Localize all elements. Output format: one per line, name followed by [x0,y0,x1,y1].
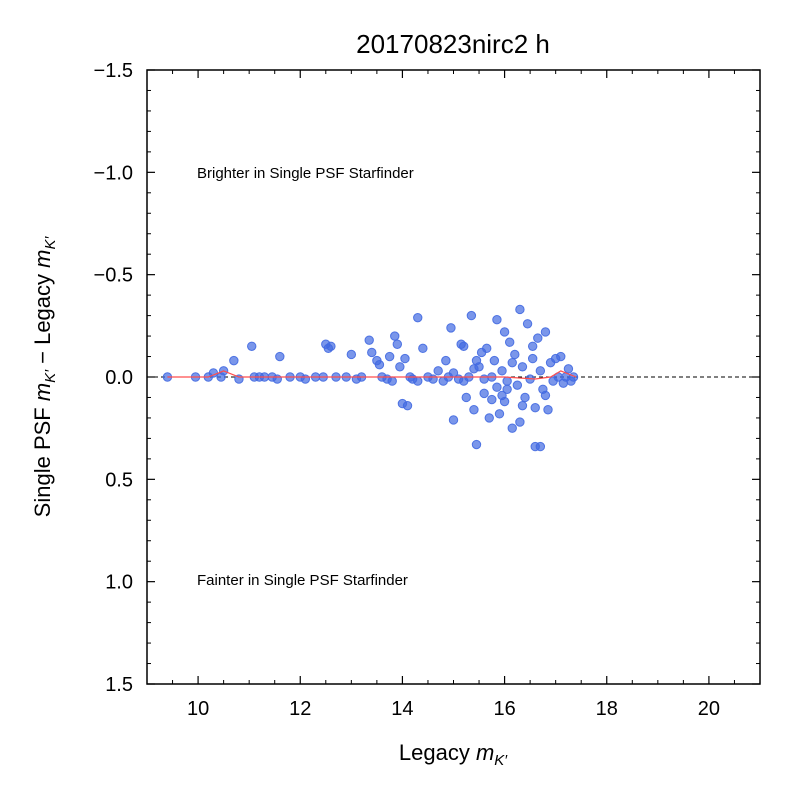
data-point [448,415,459,425]
data-point [540,390,551,401]
data-point [326,341,336,351]
x-tick-label: 16 [493,698,515,720]
data-point [535,366,546,376]
data-point [497,390,507,401]
annotation-fainter: Fainter in Single PSF Starfinder [197,572,408,589]
x-tick-label: 12 [289,698,311,720]
x-axis-label-sub: K′ [494,752,508,769]
data-point [520,392,530,403]
data-point [527,353,538,364]
y-tick-label: −1.0 [94,162,133,184]
data-point [527,341,538,351]
y-axis-label-var1: m [30,383,55,401]
data-point [530,403,540,413]
data-point [374,360,385,370]
y-tick-label: −1.5 [94,60,133,82]
data-point [512,380,523,390]
data-point [492,314,502,325]
data-point [395,362,405,372]
data-point [499,327,510,337]
data-point [517,400,528,411]
data-point [556,351,566,362]
data-point [402,400,413,411]
data-point [563,364,574,374]
data-point [364,335,374,345]
data-point [367,347,377,358]
data-point [471,439,482,450]
x-axis-label: Legacy mK′ [399,740,508,769]
y-axis-label-part1: Single PSF [30,401,55,517]
data-point [300,374,311,384]
data-point [418,343,428,354]
data-point [387,376,397,386]
data-point [459,341,469,351]
data-point [510,349,520,360]
x-tick-label: 10 [187,698,209,720]
data-point [428,374,438,384]
y-axis-label-sub2: K′ [42,236,59,250]
data-point [384,351,395,362]
data-point [390,331,400,341]
y-tick-label: 1.0 [105,572,133,594]
data-point [400,353,410,364]
data-point [446,323,456,333]
data-point [507,357,517,368]
data-point [507,423,517,433]
x-tick-label: 18 [596,698,618,720]
y-axis-label-sub1: K′ [42,369,59,383]
data-point [469,405,479,415]
data-point [247,341,257,351]
y-axis-label-var2: m [30,250,55,268]
data-point [441,355,451,366]
y-tick-label: 0.5 [105,469,133,491]
data-point [479,374,489,384]
data-point [517,362,528,372]
data-point [489,355,500,366]
x-axis-label-prefix: Legacy [399,740,476,765]
y-tick-label: 0.0 [105,367,133,389]
data-point [346,349,357,360]
y-tick-label: −0.5 [94,265,133,287]
data-point [413,312,423,323]
x-tick-label: 14 [391,698,413,720]
data-point [504,337,515,347]
data-point [540,327,551,337]
data-point [533,333,543,343]
data-point [515,417,525,427]
data-point [494,409,505,419]
data-point [413,376,423,386]
data-point [515,304,525,315]
data-point [471,355,482,366]
data-point [535,441,546,452]
running-median-line [167,370,577,380]
data-point [272,374,282,384]
data-point [275,351,285,362]
x-tick-label: 20 [698,698,720,720]
data-point [487,394,497,405]
y-axis-label: Single PSF mK′ − Legacy mK′ [30,236,59,518]
data-point [433,366,443,376]
x-axis-label-var: m [476,740,494,765]
data-point [466,310,477,321]
data-point [502,384,512,394]
data-point [502,376,512,386]
y-axis-label-mid: − Legacy [30,268,55,370]
data-point [229,355,239,366]
y-tick-label: 1.5 [105,674,133,696]
data-point [568,372,579,382]
plot-area-frame [146,69,761,685]
chart-title: 20170823nirc2 h [356,29,550,59]
data-point [492,382,502,392]
data-point [543,405,553,415]
data-point [522,319,533,329]
data-point [479,388,489,399]
annotation-brighter: Brighter in Single PSF Starfinder [197,165,414,182]
data-point [482,343,492,354]
data-point [497,366,507,376]
data-point [461,392,471,403]
data-point [484,413,494,423]
data-point [392,339,403,349]
